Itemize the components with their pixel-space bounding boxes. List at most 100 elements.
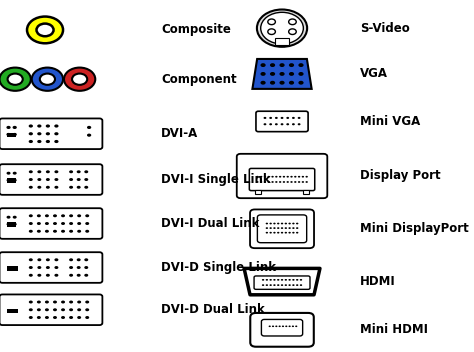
Circle shape	[77, 274, 81, 277]
Circle shape	[37, 170, 41, 173]
Circle shape	[298, 117, 301, 119]
Circle shape	[270, 72, 275, 76]
Text: DVI-I Single Link: DVI-I Single Link	[161, 173, 271, 186]
Circle shape	[268, 29, 275, 34]
Circle shape	[7, 223, 10, 226]
Circle shape	[265, 284, 268, 286]
Circle shape	[269, 232, 272, 234]
Circle shape	[28, 132, 33, 135]
Circle shape	[285, 326, 287, 327]
FancyBboxPatch shape	[262, 320, 302, 336]
Circle shape	[298, 81, 303, 84]
Circle shape	[260, 72, 265, 76]
Circle shape	[55, 266, 58, 269]
Circle shape	[29, 258, 33, 261]
Circle shape	[289, 63, 294, 67]
Circle shape	[40, 74, 55, 85]
Circle shape	[264, 123, 266, 125]
Circle shape	[28, 124, 33, 128]
Circle shape	[53, 301, 57, 303]
Circle shape	[279, 176, 281, 177]
Circle shape	[277, 222, 279, 225]
Text: VGA: VGA	[360, 68, 388, 80]
Circle shape	[281, 123, 283, 125]
Circle shape	[288, 279, 291, 281]
Circle shape	[84, 170, 88, 173]
Circle shape	[284, 227, 287, 229]
Circle shape	[277, 284, 279, 286]
Circle shape	[286, 181, 289, 183]
Circle shape	[85, 222, 89, 225]
Circle shape	[7, 179, 10, 182]
Circle shape	[37, 124, 42, 128]
Circle shape	[269, 284, 272, 286]
Circle shape	[45, 308, 49, 311]
Circle shape	[292, 222, 294, 225]
Circle shape	[284, 279, 287, 281]
Circle shape	[84, 266, 88, 269]
Circle shape	[29, 186, 33, 189]
Circle shape	[277, 227, 279, 229]
FancyBboxPatch shape	[257, 215, 307, 243]
Circle shape	[269, 227, 272, 229]
Bar	[7, 133, 16, 137]
Circle shape	[77, 301, 81, 303]
Circle shape	[0, 68, 31, 91]
Circle shape	[272, 326, 274, 327]
Circle shape	[265, 279, 268, 281]
Circle shape	[85, 301, 89, 303]
Circle shape	[29, 230, 33, 233]
Text: DVI-D Dual Link: DVI-D Dual Link	[161, 303, 265, 316]
Circle shape	[286, 176, 289, 177]
Circle shape	[37, 301, 41, 303]
Circle shape	[292, 232, 294, 234]
Circle shape	[53, 214, 57, 217]
Circle shape	[260, 181, 262, 183]
Circle shape	[298, 181, 300, 183]
Circle shape	[300, 279, 302, 281]
Circle shape	[29, 316, 33, 319]
Circle shape	[77, 214, 81, 217]
FancyBboxPatch shape	[0, 294, 102, 325]
FancyBboxPatch shape	[0, 208, 102, 239]
Circle shape	[46, 124, 50, 128]
Circle shape	[37, 266, 41, 269]
Circle shape	[61, 301, 65, 303]
Circle shape	[46, 140, 50, 143]
Text: DVI-D Single Link: DVI-D Single Link	[161, 261, 276, 274]
Circle shape	[281, 279, 283, 281]
Circle shape	[77, 170, 81, 173]
Circle shape	[257, 10, 307, 47]
FancyBboxPatch shape	[256, 111, 308, 132]
Circle shape	[53, 230, 57, 233]
Bar	[7, 309, 18, 313]
Circle shape	[13, 179, 17, 182]
Circle shape	[36, 24, 54, 36]
FancyBboxPatch shape	[0, 252, 102, 283]
Text: S-Video: S-Video	[360, 22, 410, 34]
Text: Display Port: Display Port	[360, 170, 441, 182]
Circle shape	[288, 232, 291, 234]
Text: DVI-I Dual Link: DVI-I Dual Link	[161, 217, 260, 230]
Circle shape	[281, 232, 283, 234]
Circle shape	[282, 326, 284, 327]
Circle shape	[37, 274, 41, 277]
Circle shape	[61, 308, 65, 311]
Text: Composite: Composite	[161, 24, 231, 36]
Circle shape	[77, 308, 81, 311]
Circle shape	[12, 133, 17, 136]
Circle shape	[286, 123, 289, 125]
Circle shape	[294, 181, 296, 183]
Circle shape	[8, 74, 23, 85]
Bar	[255, 190, 261, 194]
Circle shape	[279, 72, 284, 76]
Circle shape	[46, 274, 50, 277]
Circle shape	[260, 176, 262, 177]
Circle shape	[271, 181, 273, 183]
Circle shape	[69, 170, 73, 173]
Circle shape	[289, 19, 296, 25]
Circle shape	[269, 123, 272, 125]
Text: HDMI: HDMI	[360, 275, 396, 288]
Circle shape	[275, 176, 277, 177]
Circle shape	[264, 181, 266, 183]
